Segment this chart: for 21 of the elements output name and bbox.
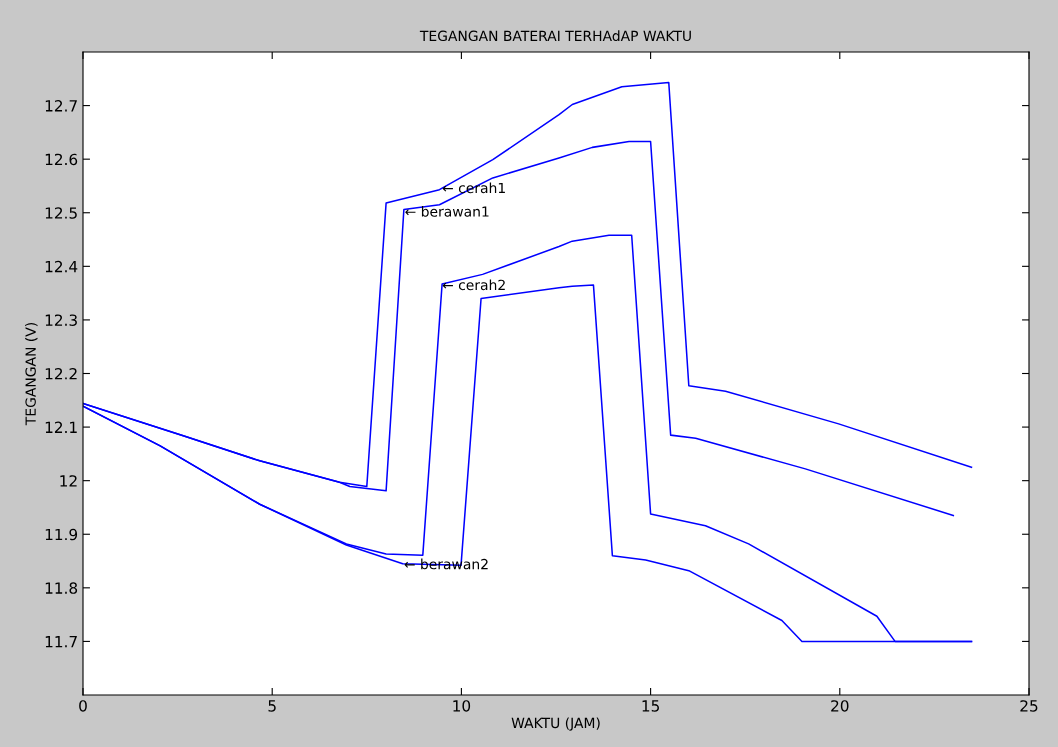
y-tick-label: 12.5 [45,207,77,219]
y-tick-label: 12.2 [45,367,77,380]
y-tick-label: 12 [60,475,77,487]
y-tick-label: 11.9 [45,528,78,541]
x-tick-label: 5 [268,700,276,712]
chart-title: TEGANGAN BATERAI TERHAdAP WAKTU [419,30,691,42]
y-axis-title: TEGANGAN (V) [25,323,38,426]
y-tick-label: 12.1 [45,421,77,433]
y-tick-label: 11.8 [45,582,78,594]
x-tick-label: 25 [1020,700,1038,712]
x-tick-label: 15 [642,700,659,712]
y-tick-label: 11.7 [45,636,77,648]
y-tick-label: 12.4 [45,260,78,273]
y-tick-label: 12.7 [45,100,77,112]
x-tick-label: 20 [831,700,849,712]
x-axis-title: WAKTU (JAM) [511,717,600,731]
y-tick-label: 12.3 [45,314,77,326]
y-tick-label: 12.6 [45,153,78,166]
x-tick-label: 10 [453,700,471,712]
x-tick-label: 0 [79,700,87,712]
annotation: ← berawan1 [405,206,489,217]
